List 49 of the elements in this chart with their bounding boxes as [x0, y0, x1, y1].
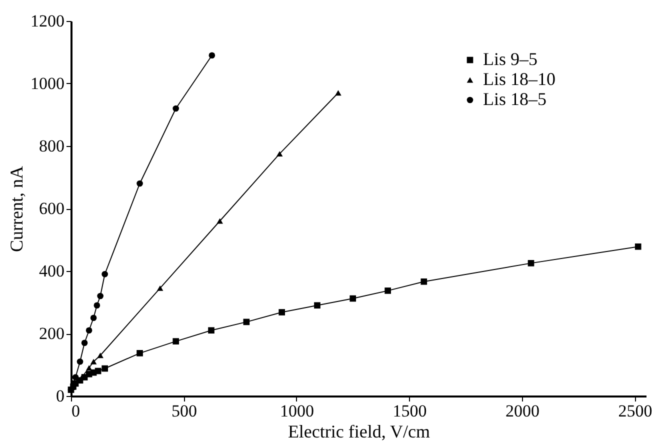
point — [350, 295, 356, 302]
x-tick-label: 2000 — [505, 402, 540, 420]
point — [243, 318, 250, 326]
point — [156, 285, 164, 291]
y-tick-label: 600 — [39, 199, 64, 218]
point — [72, 374, 79, 380]
point — [634, 243, 642, 250]
point — [208, 52, 216, 59]
point — [384, 288, 391, 294]
y-tick-label: 0 — [56, 386, 64, 406]
point — [314, 302, 320, 309]
y-axis-title: Current, nA — [6, 166, 26, 252]
x-tick-label: 2500 — [618, 402, 652, 420]
point — [94, 368, 102, 374]
point — [172, 105, 180, 112]
x-tick-label: 500 — [171, 402, 197, 420]
y-tick-label: 800 — [39, 136, 64, 156]
legend-label: Lis 18–10 — [483, 69, 556, 89]
point — [102, 270, 108, 278]
legend-label: Lis 9–5 — [483, 49, 538, 69]
point — [208, 327, 214, 334]
point — [76, 358, 84, 365]
x-tick-label: 1000 — [280, 402, 314, 420]
point — [335, 90, 342, 96]
point — [102, 365, 108, 372]
y-tick-label: 400 — [39, 262, 64, 280]
y-tick-label: 1200 — [30, 12, 64, 30]
y-tick-label: 1000 — [30, 74, 64, 93]
point — [278, 309, 285, 316]
point — [136, 350, 143, 356]
point — [276, 151, 283, 157]
point — [528, 260, 534, 266]
point — [86, 365, 92, 371]
point — [136, 180, 143, 187]
point — [94, 302, 100, 309]
point — [86, 327, 92, 334]
point — [97, 352, 104, 358]
point — [420, 278, 428, 285]
point — [97, 292, 104, 300]
x-axis-title: Electric field, V/cm — [288, 422, 430, 442]
point — [90, 314, 97, 322]
point — [172, 338, 180, 344]
point — [216, 218, 223, 224]
y-tick-label: 200 — [39, 324, 64, 343]
x-tick-label: 1500 — [392, 402, 427, 420]
point — [81, 340, 88, 346]
legend-label: Lis 18–5 — [483, 89, 547, 109]
point — [90, 358, 97, 364]
x-tick-label: 0 — [72, 402, 80, 420]
